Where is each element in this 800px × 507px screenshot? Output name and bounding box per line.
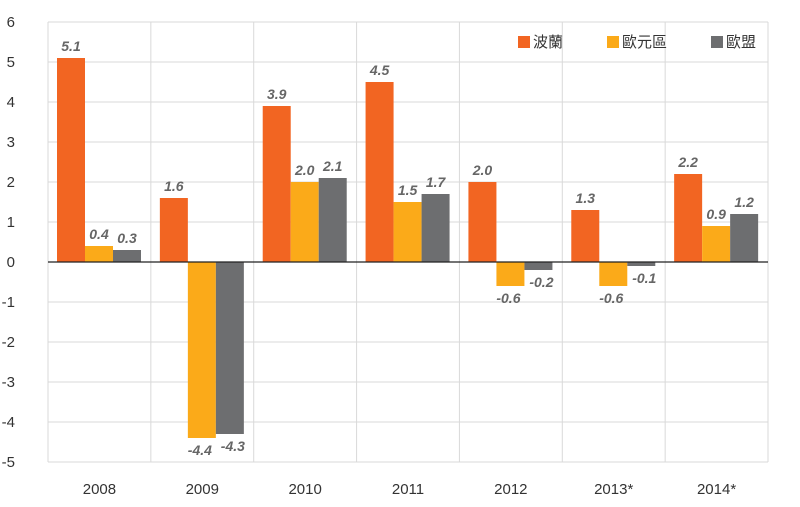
- bar: [215, 262, 244, 434]
- data-label: -0.6: [496, 290, 520, 306]
- data-label: 1.6: [164, 178, 184, 194]
- y-tick-label: -3: [2, 374, 15, 391]
- x-category-label: 2014*: [697, 481, 736, 498]
- legend-label: 波蘭: [533, 33, 563, 51]
- y-tick-label: 6: [7, 14, 15, 31]
- data-label: 0.3: [117, 230, 137, 246]
- data-label: 1.7: [426, 174, 447, 190]
- data-label: 4.5: [369, 62, 390, 78]
- bar: [599, 262, 628, 286]
- bar: [702, 226, 731, 262]
- bar: [571, 210, 600, 262]
- bar: [159, 198, 188, 262]
- bar: [262, 106, 291, 262]
- y-tick-label: -2: [2, 334, 15, 351]
- x-category-label: 2012: [494, 481, 527, 498]
- data-label: 2.0: [472, 162, 493, 178]
- data-label: 3.9: [267, 86, 287, 102]
- bar: [187, 262, 216, 438]
- x-category-label: 2013*: [594, 481, 633, 498]
- bar: [468, 182, 497, 262]
- bar: [627, 262, 656, 266]
- data-label: 5.1: [61, 38, 81, 54]
- bar: [85, 246, 113, 262]
- legend-label: 歐盟: [726, 33, 756, 51]
- y-tick-label: -1: [2, 294, 15, 311]
- legend-swatch: [518, 36, 530, 48]
- bar: [421, 194, 450, 262]
- y-tick-label: -4: [2, 414, 15, 431]
- bar: [113, 250, 141, 262]
- data-label: 1.2: [734, 194, 754, 210]
- y-tick-label: -5: [2, 454, 15, 471]
- bar: [674, 174, 703, 262]
- legend-label: 歐元區: [622, 33, 667, 51]
- legend-swatch: [607, 36, 619, 48]
- bar: [393, 202, 422, 262]
- data-label: -0.1: [632, 270, 656, 286]
- data-label: 2.2: [677, 154, 698, 170]
- y-tick-label: 2: [7, 174, 15, 191]
- data-label: 1.5: [398, 182, 418, 198]
- bar: [365, 82, 394, 262]
- x-category-label: 2008: [83, 481, 116, 498]
- data-label: 0.4: [89, 226, 109, 242]
- bar: [290, 182, 319, 262]
- data-label: 2.0: [294, 162, 315, 178]
- data-label: 0.9: [706, 206, 726, 222]
- y-tick-label: 4: [7, 94, 15, 111]
- bar: [57, 58, 85, 262]
- bar: [318, 178, 347, 262]
- data-label: 1.3: [576, 190, 596, 206]
- data-label: 2.1: [322, 158, 343, 174]
- y-tick-label: 0: [7, 254, 15, 271]
- data-label: -0.2: [529, 274, 553, 290]
- y-tick-label: 1: [7, 214, 15, 231]
- data-label: -0.6: [599, 290, 623, 306]
- x-category-label: 2009: [186, 481, 219, 498]
- x-category-label: 2010: [288, 481, 321, 498]
- bar: [496, 262, 525, 286]
- y-tick-label: 3: [7, 134, 15, 151]
- data-label: -4.3: [221, 438, 245, 454]
- data-label: -4.4: [188, 442, 212, 458]
- bar: [524, 262, 553, 270]
- legend-swatch: [711, 36, 723, 48]
- bar: [730, 214, 759, 262]
- x-category-label: 2011: [392, 481, 424, 498]
- y-tick-label: 5: [7, 54, 15, 71]
